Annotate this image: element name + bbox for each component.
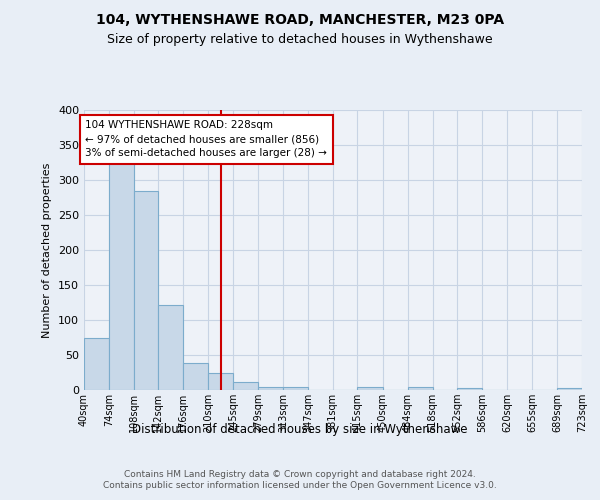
Bar — [208, 373, 233, 390]
Bar — [258, 386, 283, 390]
Bar — [134, 191, 158, 390]
Text: Contains HM Land Registry data © Crown copyright and database right 2024.: Contains HM Land Registry data © Crown c… — [124, 470, 476, 479]
Bar — [408, 387, 433, 390]
Bar — [233, 382, 258, 390]
Bar — [158, 304, 183, 390]
Bar — [283, 386, 308, 390]
Bar — [84, 338, 109, 390]
Text: Distribution of detached houses by size in Wythenshawe: Distribution of detached houses by size … — [132, 422, 468, 436]
Text: 104, WYTHENSHAWE ROAD, MANCHESTER, M23 0PA: 104, WYTHENSHAWE ROAD, MANCHESTER, M23 0… — [96, 12, 504, 26]
Text: Contains public sector information licensed under the Open Government Licence v3: Contains public sector information licen… — [103, 481, 497, 490]
Bar — [557, 388, 582, 390]
Text: Size of property relative to detached houses in Wythenshawe: Size of property relative to detached ho… — [107, 32, 493, 46]
Bar — [183, 364, 208, 390]
Text: 104 WYTHENSHAWE ROAD: 228sqm
← 97% of detached houses are smaller (856)
3% of se: 104 WYTHENSHAWE ROAD: 228sqm ← 97% of de… — [85, 120, 328, 158]
Bar — [457, 388, 482, 390]
Bar — [358, 386, 383, 390]
Bar — [109, 160, 134, 390]
Y-axis label: Number of detached properties: Number of detached properties — [43, 162, 52, 338]
